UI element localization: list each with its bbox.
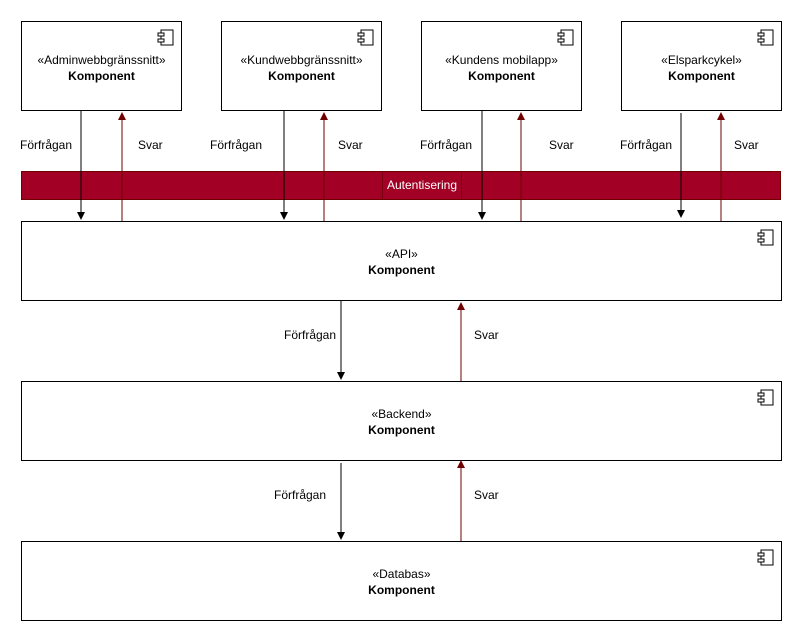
api-box: «API» Komponent — [21, 221, 782, 301]
component-name: Komponent — [668, 69, 735, 83]
client-box-customer-web: «Kundwebbgränssnitt» Komponent — [221, 21, 382, 111]
stereotype-label: «Kundens mobilapp» — [445, 53, 558, 67]
component-name: Komponent — [368, 583, 435, 597]
component-icon — [757, 229, 774, 246]
stereotype-label: «Adminwebbgränssnitt» — [37, 53, 166, 67]
auth-band: Autentisering — [21, 171, 781, 200]
client-box-scooter: «Elsparkcykel» Komponent — [621, 21, 782, 111]
component-name: Komponent — [268, 69, 335, 83]
response-label: Svar — [549, 138, 574, 152]
stereotype-label: «Databas» — [372, 567, 431, 581]
component-icon — [757, 389, 774, 406]
component-name: Komponent — [68, 69, 135, 83]
stereotype-label: «Kundwebbgränssnitt» — [240, 53, 363, 67]
database-box: «Databas» Komponent — [21, 541, 782, 621]
response-label: Svar — [474, 488, 499, 502]
response-label: Svar — [138, 138, 163, 152]
component-icon — [357, 29, 374, 46]
response-label: Svar — [338, 138, 363, 152]
auth-band-label: Autentisering — [382, 172, 462, 199]
stereotype-label: «API» — [385, 247, 418, 261]
component-name: Komponent — [368, 423, 435, 437]
component-icon — [757, 29, 774, 46]
request-label: Förfrågan — [274, 488, 327, 502]
request-label: Förfrågan — [620, 138, 673, 152]
response-label: Svar — [474, 328, 499, 342]
request-label: Förfrågan — [420, 138, 473, 152]
client-box-admin: «Adminwebbgränssnitt» Komponent — [21, 21, 182, 111]
component-icon — [557, 29, 574, 46]
component-icon — [757, 549, 774, 566]
client-box-mobile-app: «Kundens mobilapp» Komponent — [421, 21, 582, 111]
request-label: Förfrågan — [210, 138, 263, 152]
request-label: Förfrågan — [20, 138, 73, 152]
component-name: Komponent — [468, 69, 535, 83]
stereotype-label: «Backend» — [371, 407, 432, 421]
stereotype-label: «Elsparkcykel» — [661, 53, 742, 67]
component-name: Komponent — [368, 263, 435, 277]
component-icon — [157, 29, 174, 46]
request-label: Förfrågan — [284, 328, 337, 342]
backend-box: «Backend» Komponent — [21, 381, 782, 461]
response-label: Svar — [734, 138, 759, 152]
